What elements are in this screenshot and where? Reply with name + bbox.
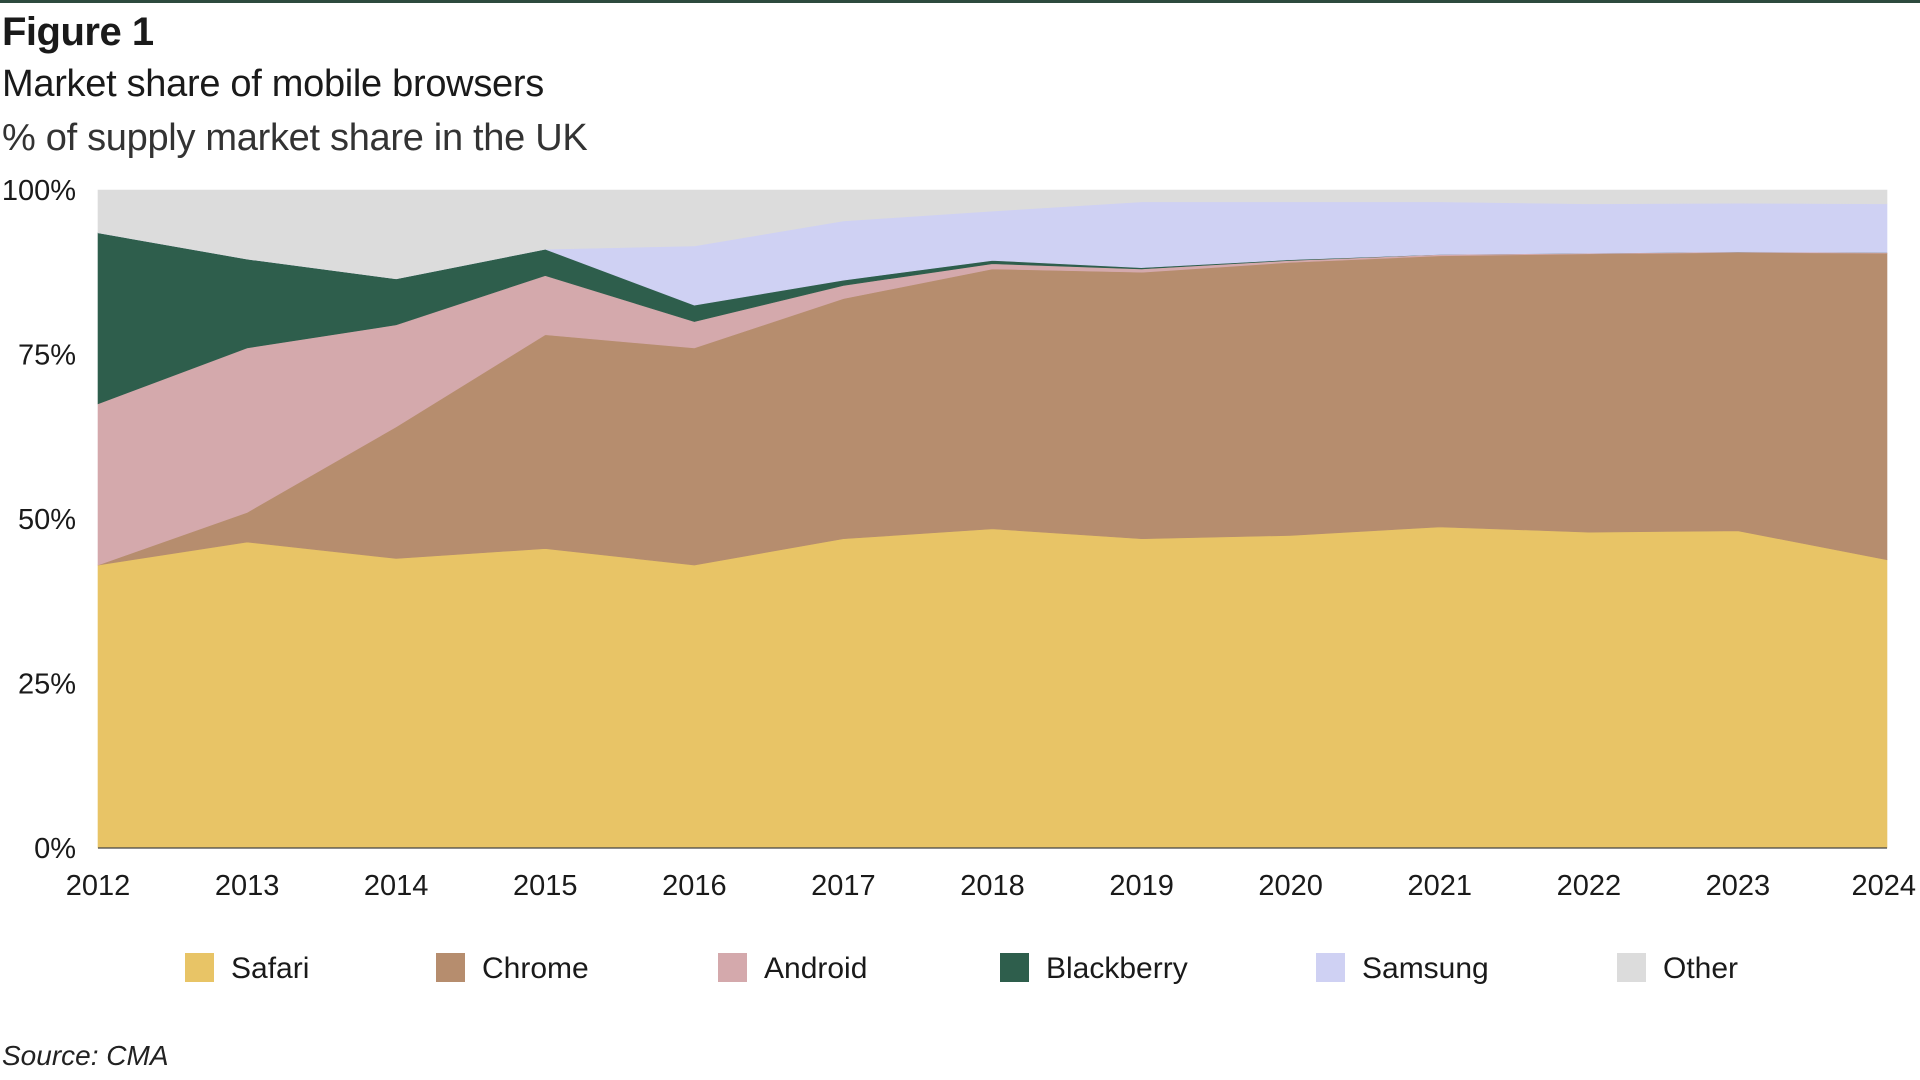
x-tick-label-2017: 2017 bbox=[811, 870, 876, 902]
y-tick-label-0-: 0% bbox=[34, 833, 76, 865]
legend-item-other: Other bbox=[1617, 952, 1738, 985]
legend-swatch-chrome bbox=[436, 953, 465, 982]
legend-item-chrome: Chrome bbox=[436, 952, 589, 985]
chart-subtitle: % of supply market share in the UK bbox=[2, 117, 588, 159]
y-tick-label-25-: 25% bbox=[18, 669, 76, 701]
legend-label-blackberry: Blackberry bbox=[1046, 952, 1188, 985]
x-tick-label-2019: 2019 bbox=[1109, 870, 1174, 902]
x-tick-label-2014: 2014 bbox=[364, 870, 429, 902]
legend-label-chrome: Chrome bbox=[482, 952, 589, 985]
x-tick-label-2015: 2015 bbox=[513, 870, 578, 902]
legend-label-samsung: Samsung bbox=[1362, 952, 1489, 985]
x-tick-label-2024: 2024 bbox=[1851, 870, 1916, 902]
legend-swatch-android bbox=[718, 953, 747, 982]
legend-swatch-blackberry bbox=[1000, 953, 1029, 982]
legend-item-blackberry: Blackberry bbox=[1000, 952, 1188, 985]
y-tick-label-100-: 100% bbox=[2, 175, 76, 207]
chart-title: Market share of mobile browsers bbox=[2, 63, 544, 105]
x-tick-label-2020: 2020 bbox=[1258, 870, 1323, 902]
legend-item-android: Android bbox=[718, 952, 867, 985]
areas-layer bbox=[97, 189, 1888, 849]
legend-item-safari: Safari bbox=[185, 952, 309, 985]
x-tick-label-2018: 2018 bbox=[960, 870, 1025, 902]
legend-item-samsung: Samsung bbox=[1316, 952, 1489, 985]
axes-layer: 0% 25% 50% 75% 100% 2012 2013 2014 2015 2016 2017 2… bbox=[2, 175, 1916, 902]
area-safari bbox=[97, 526, 1888, 849]
figure-label: Figure 1 bbox=[2, 10, 154, 54]
legend-swatch-safari bbox=[185, 953, 214, 982]
x-tick-label-2021: 2021 bbox=[1407, 870, 1472, 902]
source-note: Source: CMA bbox=[2, 1040, 169, 1071]
y-tick-label-75-: 75% bbox=[18, 340, 76, 372]
legend-label-other: Other bbox=[1663, 952, 1738, 985]
legend: Safari Chrome Android Blackberry Samsung Othe… bbox=[185, 952, 1738, 985]
top-rule bbox=[0, 0, 1920, 3]
legend-label-android: Android bbox=[764, 952, 867, 985]
x-tick-label-2023: 2023 bbox=[1706, 870, 1771, 902]
legend-label-safari: Safari bbox=[231, 952, 309, 985]
x-tick-label-2022: 2022 bbox=[1557, 870, 1622, 902]
x-tick-label-2013: 2013 bbox=[215, 870, 280, 902]
x-tick-label-2012: 2012 bbox=[66, 870, 131, 902]
legend-swatch-samsung bbox=[1316, 953, 1345, 982]
x-tick-label-2016: 2016 bbox=[662, 870, 727, 902]
area-other bbox=[97, 189, 1888, 280]
y-tick-label-50-: 50% bbox=[18, 504, 76, 536]
legend-swatch-other bbox=[1617, 953, 1646, 982]
